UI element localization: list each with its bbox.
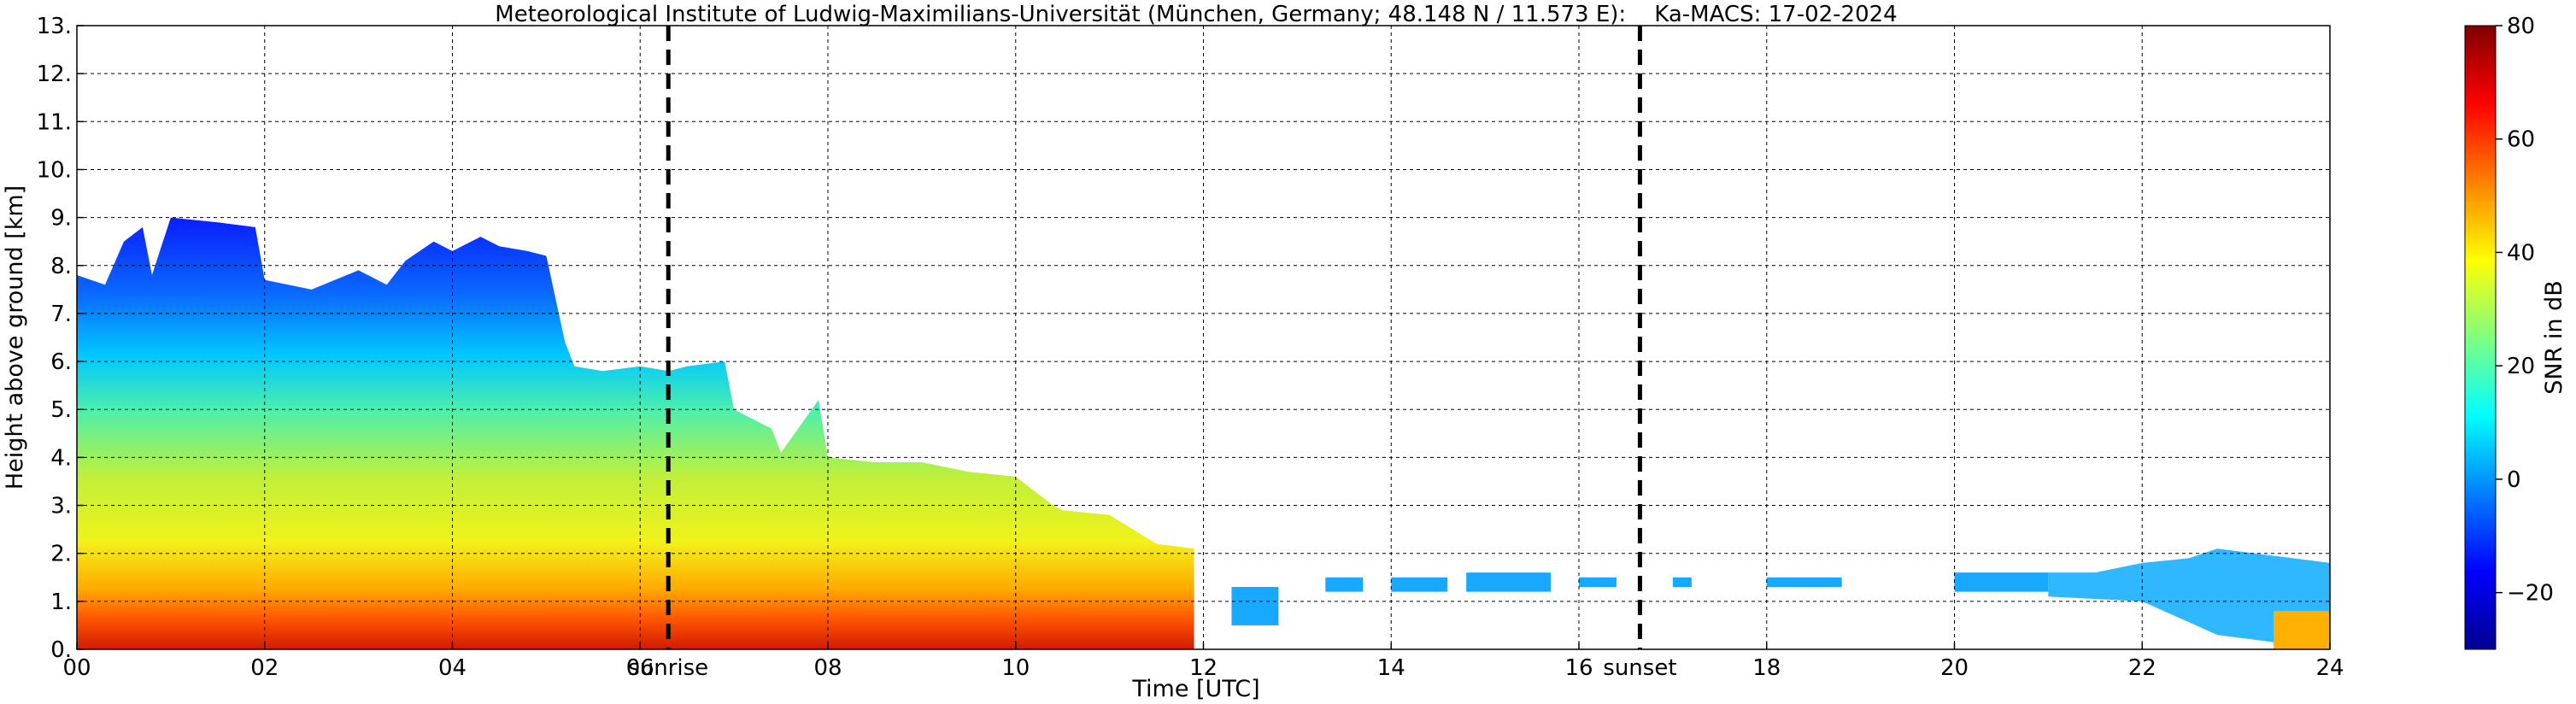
echo-layer xyxy=(77,217,2330,649)
colorbar-tick-label: 80 xyxy=(2507,14,2535,39)
y-tick-label: 6. xyxy=(50,349,72,375)
colorbar-tick-label: 40 xyxy=(2507,240,2535,266)
annotation-label: sunset xyxy=(1603,655,1676,681)
y-tick-label: 1. xyxy=(50,590,72,615)
y-tick-label: 4. xyxy=(50,445,72,471)
annotation-label: sunrise xyxy=(628,655,708,681)
y-axis-label: Height above ground [km] xyxy=(2,185,28,490)
echo-main xyxy=(77,217,1194,649)
echo-layer-segment xyxy=(1391,577,1448,592)
x-tick-label: 08 xyxy=(813,655,842,681)
x-tick-label: 00 xyxy=(62,655,91,681)
x-tick-label: 04 xyxy=(438,655,466,681)
echo-layer-segment xyxy=(1672,577,1692,587)
echo-late-precip xyxy=(2274,611,2330,649)
colorbar-tick-label: 0 xyxy=(2507,467,2521,493)
y-tick-label: 12. xyxy=(37,62,72,87)
echo-layer-segment xyxy=(1766,577,1842,587)
x-tick-label: 18 xyxy=(1752,655,1781,681)
colorbar-tick-label: 20 xyxy=(2507,354,2535,379)
y-tick-label: 9. xyxy=(50,206,72,232)
colorbar-ticks: 80 60 40 20 0 −20 xyxy=(2496,14,2554,607)
colorbar xyxy=(2464,25,2497,650)
y-tick-label: 7. xyxy=(50,302,72,327)
x-tick-label: 22 xyxy=(2128,655,2156,681)
y-tick-label: 5. xyxy=(50,397,72,423)
y-tick-label: 8. xyxy=(50,254,72,279)
x-tick-label: 10 xyxy=(1001,655,1030,681)
echo-layer-segment xyxy=(1231,587,1279,625)
colorbar-label: SNR in dB xyxy=(2541,280,2567,395)
x-tick-label: 24 xyxy=(2315,655,2344,681)
y-tick-label: 11. xyxy=(37,109,72,135)
x-tick-label: 02 xyxy=(250,655,279,681)
echo-layer-segment xyxy=(1579,577,1617,587)
x-tick-label: 16 xyxy=(1564,655,1593,681)
colorbar-tick-label: 60 xyxy=(2507,127,2535,153)
y-tick-label: 13. xyxy=(37,14,72,39)
grid-lines xyxy=(77,26,2330,649)
x-axis-label: Time [UTC] xyxy=(1131,676,1259,702)
echo-layer-segment xyxy=(1954,572,2049,592)
x-axis-ticks: 00 02 04 06 08 10 12 14 16 18 20 22 24 xyxy=(62,642,2344,681)
annotation-layer: sunrise sunset xyxy=(628,26,1677,681)
echo-layer-segment xyxy=(1466,572,1552,592)
chart-title: Meteorological Institute of Ludwig-Maxim… xyxy=(495,2,1897,27)
echo-late-cloud xyxy=(2048,549,2330,649)
x-tick-label: 14 xyxy=(1377,655,1405,681)
x-tick-label: 12 xyxy=(1189,655,1218,681)
colorbar-tick-label: −20 xyxy=(2507,581,2554,607)
y-axis-ticks: 0. 1. 2. 3. 4. 5. 6. 7. 8. 9. 10. 11. 12. 13. xyxy=(37,14,84,663)
echo-layer-segment xyxy=(1325,577,1364,592)
x-tick-label: 20 xyxy=(1940,655,1969,681)
x-tick-label: 06 xyxy=(626,655,654,681)
y-tick-label: 0. xyxy=(50,637,72,663)
y-tick-label: 3. xyxy=(50,494,72,519)
y-tick-label: 10. xyxy=(37,157,72,183)
y-tick-label: 2. xyxy=(50,542,72,567)
